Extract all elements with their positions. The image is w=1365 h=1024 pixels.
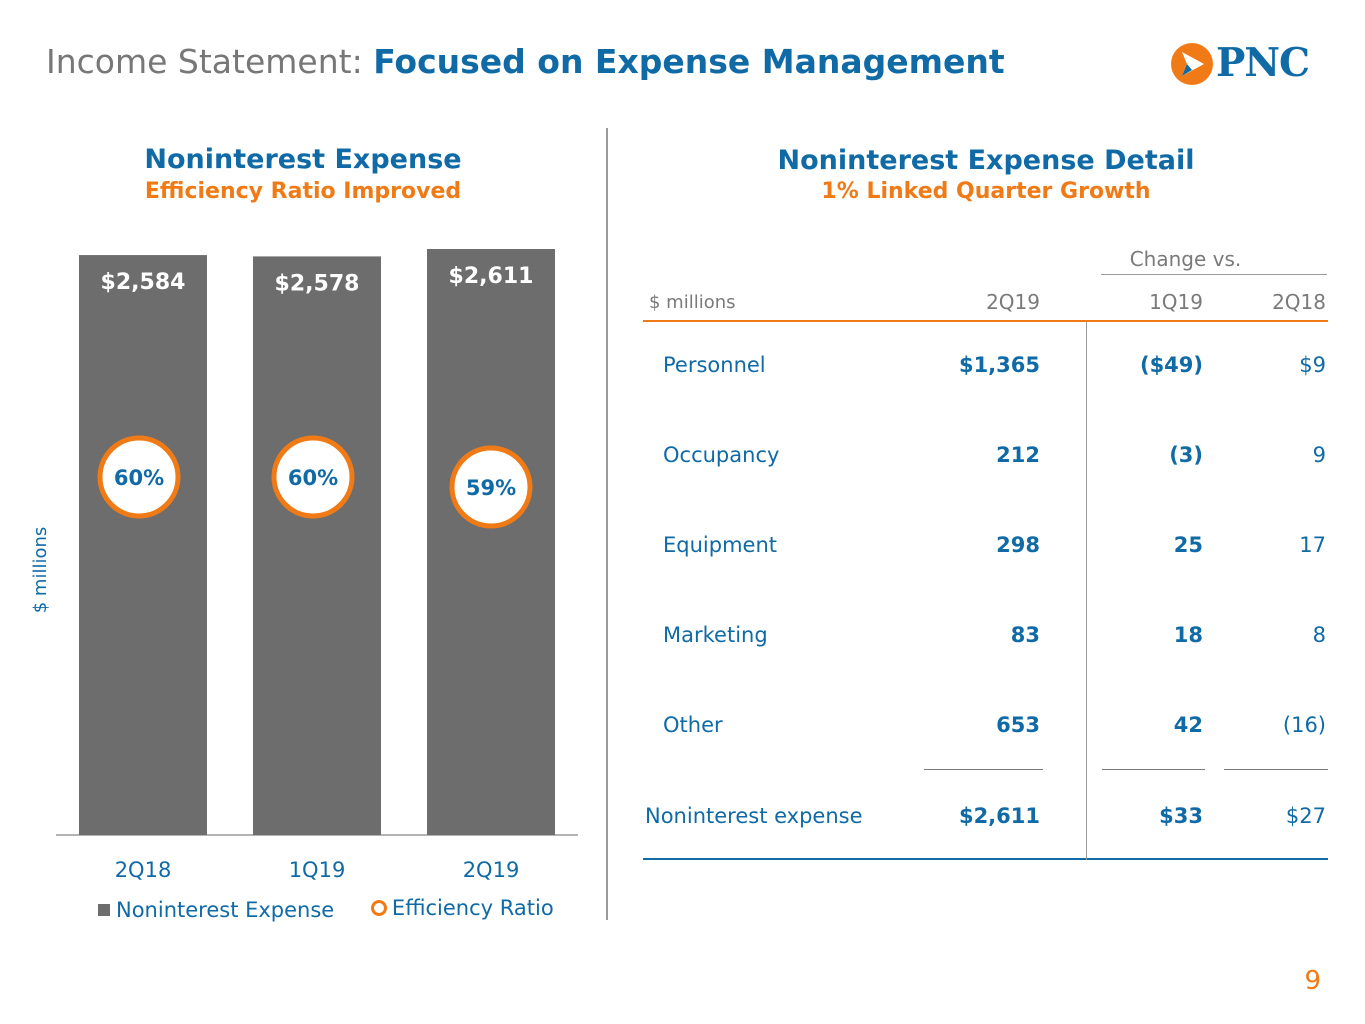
subtotal-rule-2q19 — [924, 769, 1043, 770]
column-separator — [1086, 322, 1087, 860]
row-value-2q18: 9 — [1312, 443, 1326, 467]
title-prefix: Income Statement: — [46, 42, 363, 81]
col-header-2q19: 2Q19 — [986, 290, 1040, 314]
noninterest-expense-chart: $2,584 60% 2Q18 $2,578 60% 1Q19 $2,611 59% 2Q19 — [56, 249, 578, 882]
total-rule — [643, 858, 1328, 860]
left-panel-title: Noninterest Expense — [144, 144, 462, 175]
subtotal-rule-1q19 — [1102, 769, 1205, 770]
efficiency-ratio-label: 59% — [466, 476, 516, 500]
bar-noninterest-expense — [253, 256, 381, 835]
expense-detail-table: Change vs. $ millions 2Q19 1Q19 2Q18 Per… — [643, 240, 1328, 860]
row-value-2q19: 298 — [996, 533, 1040, 557]
page-number: 9 — [1304, 966, 1321, 996]
panel-divider — [606, 128, 608, 920]
units-label: $ millions — [649, 292, 736, 313]
logo-text: PNC — [1216, 40, 1310, 86]
row-label: Equipment — [663, 533, 777, 557]
x-tick-label: 2Q18 — [115, 858, 172, 882]
row-value-1q19: 18 — [1173, 623, 1203, 647]
pnc-logo: PNC — [1170, 40, 1322, 88]
bar-noninterest-expense — [79, 255, 207, 835]
row-value-1q19: ($49) — [1139, 353, 1203, 377]
efficiency-ratio-marker — [271, 435, 355, 519]
row-label: Marketing — [663, 623, 768, 647]
header-rule — [643, 320, 1328, 322]
subtotal-rule-2q18 — [1224, 769, 1328, 770]
total-2q18: $27 — [1285, 804, 1326, 828]
total-label: Noninterest expense — [645, 804, 863, 828]
bar-value-label: $2,611 — [449, 264, 534, 289]
legend-item-ratio: Efficiency Ratio — [370, 896, 554, 920]
bar-noninterest-expense — [427, 249, 555, 835]
bar-value-label: $2,584 — [101, 270, 186, 295]
row-label: Personnel — [663, 353, 766, 377]
title-main: Focused on Expense Management — [373, 42, 1005, 81]
chart-legend: Noninterest Expense Efficiency Ratio — [98, 896, 584, 922]
row-value-2q18: (16) — [1282, 713, 1326, 737]
row-value-2q19: 212 — [996, 443, 1040, 467]
efficiency-ratio-marker — [97, 435, 181, 519]
legend-ring-icon — [370, 900, 387, 916]
row-value-1q19: 25 — [1173, 533, 1203, 557]
legend-label-ratio: Efficiency Ratio — [391, 896, 554, 920]
row-value-2q18: 8 — [1312, 623, 1326, 647]
right-panel-subtitle: 1% Linked Quarter Growth — [821, 179, 1151, 204]
col-header-1q19: 1Q19 — [1149, 290, 1203, 314]
row-label: Occupancy — [663, 443, 780, 467]
row-value-2q19: $1,365 — [958, 353, 1040, 377]
efficiency-ratio-marker — [449, 445, 533, 529]
row-value-2q18: $9 — [1299, 353, 1326, 377]
row-value-1q19: (3) — [1169, 443, 1203, 467]
change-vs-header: Change vs. — [1129, 247, 1242, 271]
legend-label-expense: Noninterest Expense — [116, 898, 335, 922]
slide-title: Income Statement: Focused on Expense Man… — [46, 42, 1005, 81]
row-label: Other — [663, 713, 723, 737]
legend-item-expense: Noninterest Expense — [98, 898, 334, 922]
row-value-2q19: 653 — [996, 713, 1040, 737]
bar-value-label: $2,578 — [275, 271, 360, 296]
pnc-mark-icon — [1171, 43, 1213, 85]
row-value-1q19: 42 — [1173, 713, 1203, 737]
row-value-2q19: 83 — [1010, 623, 1040, 647]
total-2q19: $2,611 — [958, 804, 1040, 828]
total-1q19: $33 — [1159, 804, 1203, 828]
change-header-rule — [1101, 274, 1327, 275]
left-panel-subtitle: Efficiency Ratio Improved — [144, 179, 462, 204]
col-header-2q18: 2Q18 — [1272, 290, 1326, 314]
efficiency-ratio-label: 60% — [288, 466, 338, 490]
legend-square-icon — [98, 904, 110, 916]
row-value-2q18: 17 — [1299, 533, 1326, 557]
right-panel-title: Noninterest Expense Detail — [777, 145, 1195, 176]
x-tick-label: 1Q19 — [289, 858, 346, 882]
efficiency-ratio-label: 60% — [114, 466, 164, 490]
x-tick-label: 2Q19 — [463, 858, 520, 882]
